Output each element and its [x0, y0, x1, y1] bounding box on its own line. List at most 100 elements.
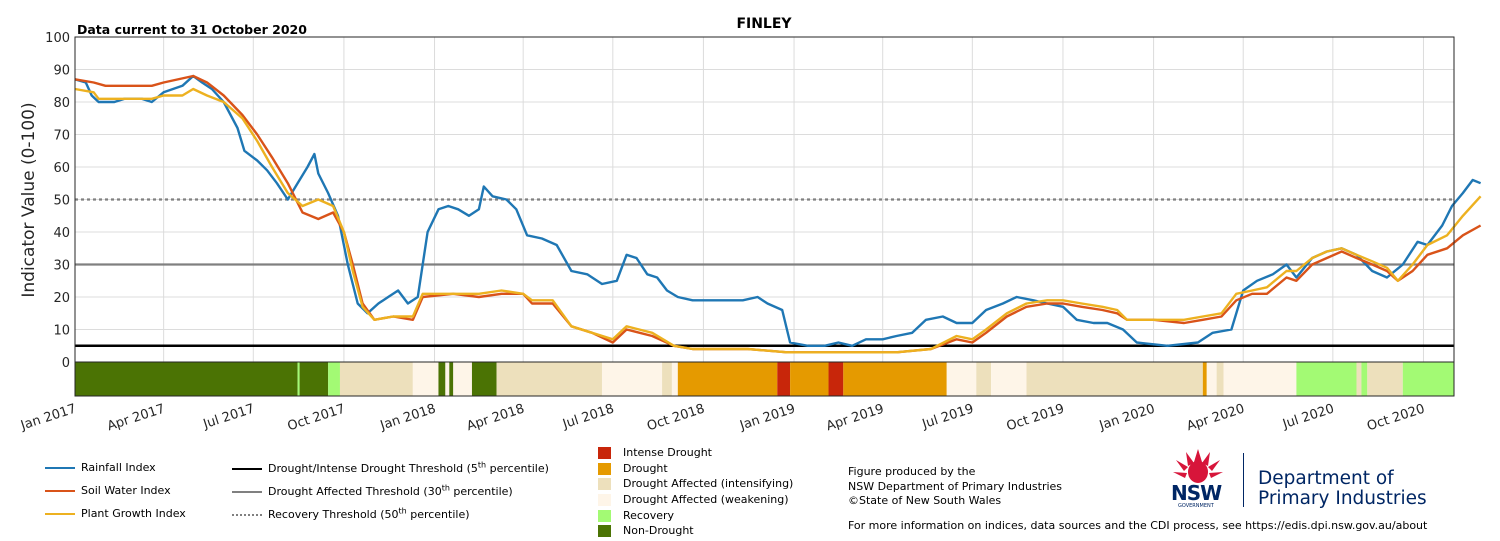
- gridlines: [74, 36, 1454, 396]
- x-tick-label: Jul 2020: [1280, 402, 1336, 433]
- legend-line-threshold-50: [232, 513, 262, 516]
- status-segment-drought: [1202, 362, 1207, 396]
- more-info-text: For more information on indices, data so…: [848, 519, 1428, 532]
- legend-label-threshold-5: Drought/Intense Drought Threshold (5th p…: [268, 460, 549, 475]
- legend-label-recovery: Recovery: [623, 509, 675, 522]
- status-segment-intensifying: [1216, 362, 1224, 396]
- legend-label-intense-drought: Intense Drought: [623, 446, 712, 459]
- legend-item-non-drought: Non-Drought: [598, 524, 694, 537]
- nsw-dpi-logo: NSW GOVERNMENT Department of Primary Ind…: [1168, 448, 1458, 510]
- legend-label-rainfall: Rainfall Index: [81, 461, 156, 474]
- legend-label-soil-water: Soil Water Index: [81, 484, 171, 497]
- legend-swatch-non-drought: [598, 524, 611, 537]
- legend-line-threshold-5: [232, 467, 262, 470]
- status-segment-recovery: [297, 362, 300, 396]
- dept-name-line-2: Primary Industries: [1258, 488, 1427, 509]
- legend-label-drought: Drought: [623, 462, 668, 475]
- plot-frame: [74, 36, 1455, 397]
- status-segment-intensifying: [496, 362, 602, 396]
- logo-divider: [1243, 453, 1244, 507]
- government-wordmark: GOVERNMENT: [1178, 503, 1214, 509]
- status-segment-non: [471, 362, 497, 396]
- credits-line-2: NSW Department of Primary Industries: [848, 480, 1063, 493]
- y-tick-label: 60: [53, 161, 70, 176]
- x-tick-label: Apr 2017: [105, 402, 166, 435]
- x-tick-label: Oct 2017: [286, 402, 347, 435]
- series-line-soil-water-index: [74, 74, 1482, 354]
- dept-name-line-1: Department of: [1258, 468, 1394, 489]
- y-tick-label: 100: [45, 31, 70, 46]
- status-segment-non: [449, 362, 454, 396]
- legend-line-plant-growth: [45, 512, 75, 515]
- legend-line-soil-water: [45, 489, 75, 492]
- status-segment-non: [75, 362, 298, 396]
- threshold-lines: [75, 198, 1454, 348]
- chart-subtitle: Data current to 31 October 2020: [77, 22, 307, 37]
- status-segment-intensifying: [1026, 362, 1203, 396]
- x-tick-label: Oct 2019: [1005, 402, 1066, 435]
- x-tick-label: Jul 2018: [560, 402, 616, 433]
- credits-line-3: ©State of New South Wales: [848, 494, 1002, 507]
- legend-label-non-drought: Non-Drought: [623, 524, 694, 537]
- nsw-wordmark: NSW: [1171, 481, 1222, 505]
- x-tick-label: Apr 2018: [465, 402, 526, 435]
- y-tick-label: 30: [53, 259, 70, 274]
- waratah-logo-icon: [1173, 449, 1223, 483]
- status-segment-weakening: [601, 362, 663, 396]
- legend-item-intensifying: Drought Affected (intensifying): [598, 477, 793, 490]
- x-tick-label: Jan 2020: [1097, 402, 1157, 434]
- y-tick-label: 40: [53, 226, 70, 241]
- x-tick-label: Jan 2017: [18, 402, 78, 434]
- status-segment-intensifying: [1367, 362, 1403, 396]
- y-tick-label: 0: [62, 356, 70, 371]
- status-segment-weakening: [991, 362, 1027, 396]
- status-segment-non: [438, 362, 446, 396]
- legend-item-weakening: Drought Affected (weakening): [598, 493, 789, 506]
- legend-line-threshold-30: [232, 490, 262, 493]
- legend-item-recovery: Recovery: [598, 509, 674, 522]
- status-segment-recovery: [1402, 362, 1454, 396]
- status-segment-drought: [843, 362, 947, 396]
- series-line-plant-growth-index: [74, 87, 1482, 354]
- legend-swatch-weakening: [598, 493, 611, 506]
- legend-label-intensifying: Drought Affected (intensifying): [623, 477, 794, 490]
- status-segment-weakening: [453, 362, 472, 396]
- legend-line-rainfall: [45, 466, 75, 469]
- legend-item-rainfall: Rainfall Index: [45, 461, 156, 474]
- status-segment-recovery: [1361, 362, 1368, 396]
- y-axis-label: Indicator Value (0-100): [19, 102, 39, 297]
- series-lines: [74, 74, 1482, 354]
- x-tick-label: Apr 2019: [825, 402, 886, 435]
- x-tick-label: Oct 2018: [645, 402, 706, 435]
- y-tick-label: 80: [53, 96, 70, 111]
- legend-item-threshold-50: Recovery Threshold (50th percentile): [232, 506, 470, 521]
- credits-line-1: Figure produced by the: [848, 465, 976, 478]
- status-segment-recovery: [1296, 362, 1357, 396]
- status-segment-intensifying: [662, 362, 672, 396]
- legend-label-threshold-50: Recovery Threshold (50th percentile): [268, 506, 470, 521]
- y-tick-label: 90: [53, 64, 70, 79]
- status-segment-drought: [677, 362, 778, 396]
- status-segment-weakening: [412, 362, 439, 396]
- status-segment-drought: [790, 362, 829, 396]
- y-tick-label: 50: [53, 194, 70, 209]
- status-segment-intense: [828, 362, 844, 396]
- status-segment-recovery: [328, 362, 340, 396]
- x-tick-label: Jan 2018: [378, 402, 438, 434]
- legend-label-weakening: Drought Affected (weakening): [623, 493, 789, 506]
- legend-label-plant-growth: Plant Growth Index: [81, 507, 186, 520]
- y-tick-label: 20: [53, 291, 70, 306]
- chart-title: FINLEY: [736, 16, 792, 32]
- legend-item-threshold-5: Drought/Intense Drought Threshold (5th p…: [232, 460, 549, 475]
- x-tick-label: Oct 2020: [1365, 402, 1426, 435]
- series-line-rainfall-index: [74, 74, 1482, 347]
- legend-item-intense-drought: Intense Drought: [598, 446, 712, 459]
- legend-item-threshold-30: Drought Affected Threshold (30th percent…: [232, 484, 513, 498]
- status-segment-weakening: [946, 362, 977, 396]
- status-segment-intensifying: [976, 362, 992, 396]
- status-segment-intensifying: [1356, 362, 1362, 396]
- y-tick-label: 10: [53, 324, 70, 339]
- status-segment-weakening: [671, 362, 678, 396]
